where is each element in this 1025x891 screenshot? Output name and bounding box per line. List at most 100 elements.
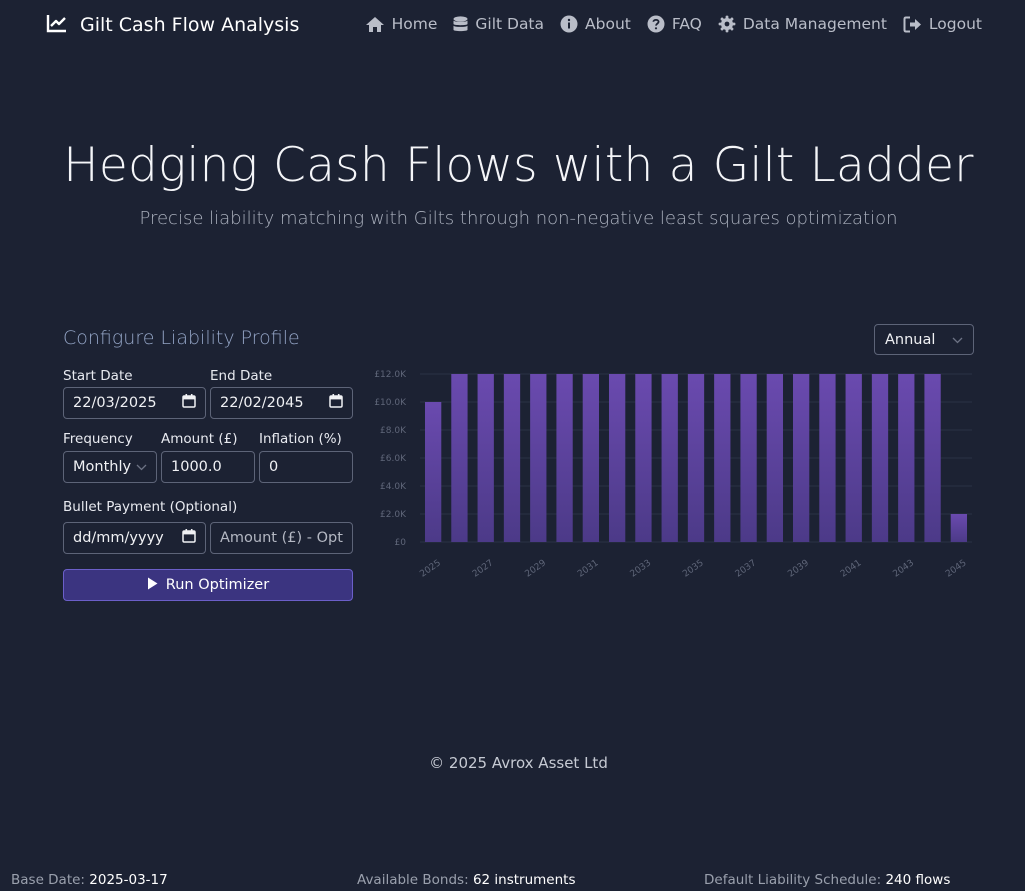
frequency-select[interactable]: Monthly xyxy=(63,451,157,483)
logout-icon xyxy=(903,16,922,33)
end-date-input[interactable]: 22/02/2045 xyxy=(210,387,353,419)
bar-2039[interactable] xyxy=(792,374,810,542)
x-tick-label: 2037 xyxy=(734,558,758,579)
inflation-label: Inflation (%) xyxy=(259,431,342,447)
chevron-down-icon xyxy=(136,459,147,475)
y-tick-label: £4.0K xyxy=(380,482,407,492)
bar-2025[interactable] xyxy=(424,402,442,542)
bar-2037[interactable] xyxy=(740,374,757,542)
nav-about-label: About xyxy=(585,15,631,33)
bar-2043[interactable] xyxy=(898,374,915,542)
bar-2030[interactable] xyxy=(556,374,573,542)
calendar-icon[interactable] xyxy=(329,394,343,412)
nav-about-link[interactable]: About xyxy=(560,15,631,33)
bar-2040[interactable] xyxy=(819,374,836,542)
y-tick-label: £2.0K xyxy=(380,510,407,520)
gear-icon xyxy=(718,15,736,33)
amount-label: Amount (£) xyxy=(161,431,238,447)
x-tick-label: 2031 xyxy=(576,558,600,579)
x-tick-label: 2045 xyxy=(944,558,968,579)
bar-2045[interactable] xyxy=(950,514,968,542)
info-icon xyxy=(560,15,578,33)
nav-gilt-data-label: Gilt Data xyxy=(475,15,545,33)
bar-2028[interactable] xyxy=(503,374,521,542)
nav-faq-label: FAQ xyxy=(671,15,702,33)
bullet-date-input[interactable]: dd/mm/yyyy xyxy=(63,522,206,554)
available-bonds-status: Available Bonds: 62 instruments xyxy=(357,872,576,888)
bar-2033[interactable] xyxy=(635,374,652,542)
bar-2031[interactable] xyxy=(582,374,600,542)
chart-line-icon xyxy=(46,13,68,37)
bullet-amount-input[interactable]: Amount (£) - Opti xyxy=(210,522,353,554)
navbar: Gilt Cash Flow Analysis Home Gilt Data xyxy=(0,0,1025,54)
nav-gilt-data-link[interactable]: Gilt Data xyxy=(453,15,544,33)
x-tick-label: 2043 xyxy=(892,558,916,579)
nav-links: Home Gilt Data About xyxy=(365,15,982,33)
liability-schedule-label: Default Liability Schedule: xyxy=(704,872,882,888)
brand-title: Gilt Cash Flow Analysis xyxy=(80,14,300,36)
bar-2029[interactable] xyxy=(530,374,547,542)
nav-faq-link[interactable]: FAQ xyxy=(647,15,702,33)
chevron-down-icon xyxy=(952,332,963,348)
x-tick-label: 2041 xyxy=(839,558,863,579)
bar-2027[interactable] xyxy=(477,374,494,542)
bar-2035[interactable] xyxy=(687,374,705,542)
brand-link[interactable]: Gilt Cash Flow Analysis xyxy=(46,13,299,37)
hero-title: Hedging Cash Flows with a Gilt Ladder xyxy=(63,138,974,193)
frequency-value: Monthly xyxy=(73,459,132,475)
play-icon xyxy=(147,577,158,594)
x-tick-label: 2039 xyxy=(786,558,811,579)
nav-home-link[interactable]: Home xyxy=(365,15,438,33)
liability-schedule-status: Default Liability Schedule: 240 flows xyxy=(704,872,950,888)
nav-logout-link[interactable]: Logout xyxy=(903,15,982,33)
question-icon xyxy=(647,15,665,33)
calendar-icon[interactable] xyxy=(182,529,196,547)
inflation-input[interactable]: 0 xyxy=(259,451,353,483)
bar-2044[interactable] xyxy=(924,374,941,542)
end-date-value: 22/02/2045 xyxy=(220,395,304,411)
run-optimizer-label: Run Optimizer xyxy=(165,577,270,593)
x-tick-label: 2029 xyxy=(524,558,549,579)
start-date-label: Start Date xyxy=(63,368,133,384)
run-optimizer-button[interactable]: Run Optimizer xyxy=(63,569,353,601)
start-date-input[interactable]: 22/03/2025 xyxy=(63,387,206,419)
bar-2032[interactable] xyxy=(608,374,626,542)
x-tick-label: 2035 xyxy=(681,558,705,579)
bullet-amount-placeholder: Amount (£) - Opti xyxy=(220,530,343,546)
nav-home-label: Home xyxy=(391,15,438,33)
available-bonds-label: Available Bonds: xyxy=(357,872,469,888)
bar-2042[interactable] xyxy=(871,374,889,542)
frequency-label: Frequency xyxy=(63,431,133,447)
start-date-value: 22/03/2025 xyxy=(73,395,157,411)
calendar-icon[interactable] xyxy=(182,394,196,412)
period-select[interactable]: Annual xyxy=(874,324,974,355)
nav-logout-label: Logout xyxy=(928,15,982,33)
hero-subtitle: Precise liability matching with Gilts th… xyxy=(139,208,898,229)
bar-2026[interactable] xyxy=(451,374,468,542)
liability-cash-flow-chart: £0 £2.0K £4.0K £6.0K £8.0K £10.0K £12.0K 2025 20… xyxy=(374,370,972,580)
end-date-label: End Date xyxy=(210,368,273,384)
bullet-date-placeholder: dd/mm/yyyy xyxy=(73,530,164,546)
copyright-text: © 2025 Avrox Asset Ltd xyxy=(429,754,608,772)
x-tick-label: 2025 xyxy=(418,558,442,579)
x-tick-label: 2027 xyxy=(471,558,495,579)
available-bonds-value: 62 instruments xyxy=(472,872,576,888)
database-icon xyxy=(453,15,468,33)
nav-data-management-label: Data Management xyxy=(742,15,887,33)
amount-input[interactable]: 1000.0 xyxy=(161,451,255,483)
y-tick-label: £0 xyxy=(395,538,407,548)
x-tick-label: 2033 xyxy=(629,558,653,579)
bullet-payment-label: Bullet Payment (Optional) xyxy=(63,499,238,515)
liability-schedule-value: 240 flows xyxy=(885,872,951,888)
inflation-value: 0 xyxy=(269,459,279,475)
bar-2036[interactable] xyxy=(714,374,731,542)
base-date-value: 2025-03-17 xyxy=(89,872,168,888)
y-tick-label: £10.0K xyxy=(374,398,407,408)
base-date-status: Base Date: 2025-03-17 xyxy=(11,872,168,888)
bar-2034[interactable] xyxy=(661,374,678,542)
bar-2041[interactable] xyxy=(845,374,862,542)
amount-value: 1000.0 xyxy=(171,459,222,475)
bar-2038[interactable] xyxy=(766,374,784,542)
nav-data-management-link[interactable]: Data Management xyxy=(718,15,887,33)
y-tick-label: £12.0K xyxy=(374,370,407,380)
